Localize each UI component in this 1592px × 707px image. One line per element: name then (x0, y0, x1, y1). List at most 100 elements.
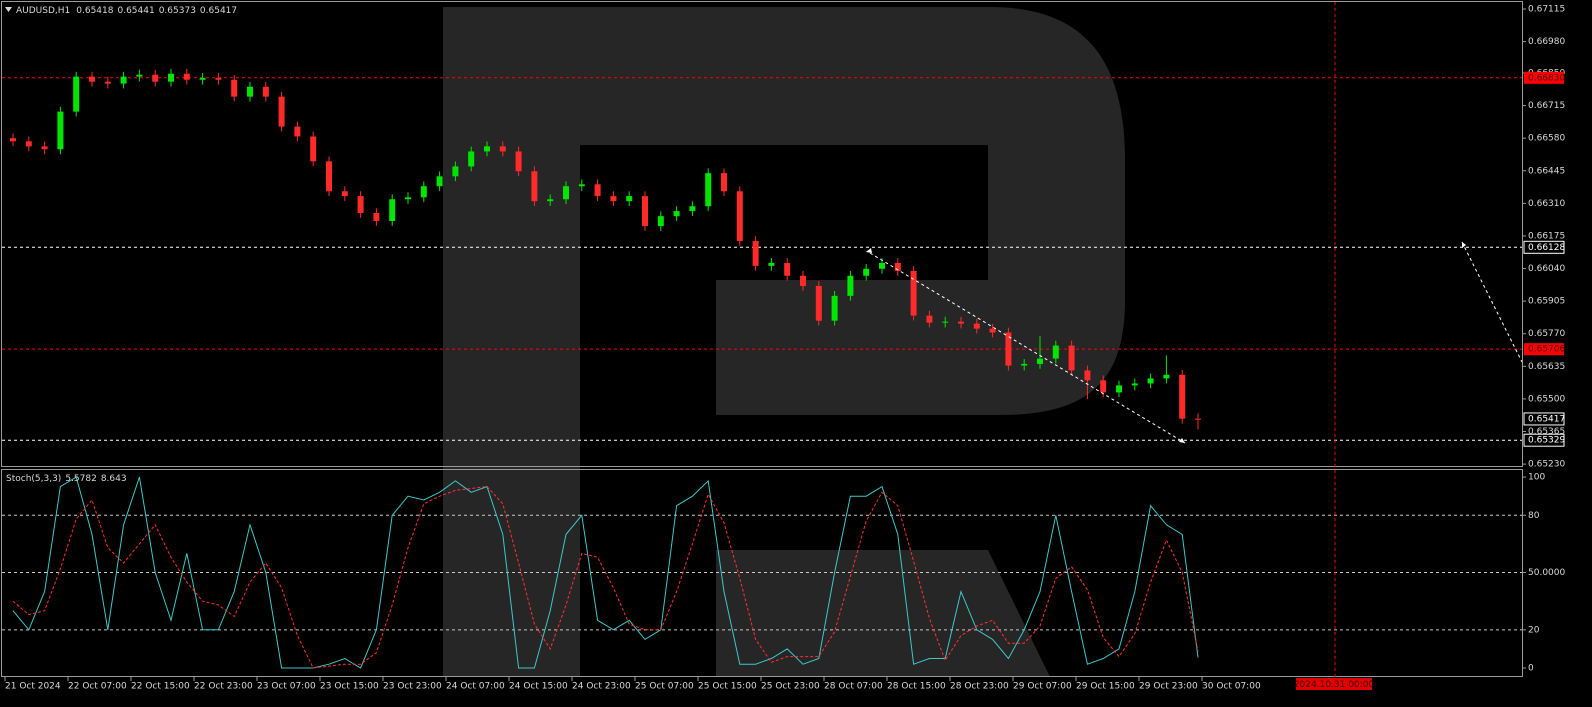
header-open: 0.65418 (76, 6, 113, 16)
candle-body (894, 262, 901, 271)
level-label-box (1523, 433, 1565, 447)
x-tick-label: 28 Oct 23:00 (950, 682, 1009, 692)
y-tick-label: 0.65365 (1528, 427, 1565, 437)
y-tick-label: 20 (1528, 625, 1540, 635)
header-close: 0.65417 (200, 6, 237, 16)
candle-body (705, 173, 712, 207)
y-tick-label: 0.66980 (1528, 37, 1565, 47)
candle-body (1163, 374, 1170, 379)
main-frame (1, 1, 1523, 467)
candle-body (484, 146, 490, 152)
y-tick-label: 0.65230 (1528, 460, 1565, 470)
y-tick-label: 0.66040 (1528, 264, 1565, 274)
candle-body (1084, 370, 1091, 381)
candle-body (531, 171, 538, 202)
y-tick-label: 0.66175 (1528, 231, 1565, 241)
x-tick-label: 28 Oct 15:00 (887, 682, 946, 692)
x-tick-label: 24 Oct 23:00 (572, 682, 631, 692)
header-low: 0.65373 (159, 6, 196, 16)
candle-body (152, 74, 159, 82)
candle-body (436, 176, 443, 187)
level-label-box (1524, 71, 1564, 84)
candle-body (310, 136, 317, 162)
watermark (443, 7, 1125, 677)
x-tick-label: 22 Oct 15:00 (131, 682, 190, 692)
candle-body (973, 323, 980, 329)
candle-body (499, 146, 506, 152)
y-tick-label: 0.65635 (1528, 362, 1565, 372)
candle-body (1068, 345, 1075, 371)
projection (869, 241, 1523, 444)
level-label-box (1524, 343, 1564, 356)
candle-body (357, 196, 364, 214)
candle-body (1100, 380, 1107, 393)
candle-body (547, 199, 554, 202)
x-tick-label: 28 Oct 07:00 (824, 682, 883, 692)
candle-body (689, 206, 696, 212)
header-high: 0.65441 (117, 6, 154, 16)
candle-body (104, 81, 111, 84)
candle-body (341, 191, 348, 197)
y-tick-label: 0.66310 (1528, 199, 1565, 209)
candle-body (942, 321, 949, 323)
candle-body (199, 77, 206, 80)
candle-body (136, 74, 143, 77)
candle-body (278, 96, 285, 127)
candle-body (73, 76, 80, 112)
candle-body (57, 111, 64, 150)
candle-body (1179, 374, 1186, 419)
level-label-box (1523, 240, 1565, 254)
cursor-label: 2024.10.31 00:00 (1294, 680, 1375, 690)
candle-body (262, 86, 269, 97)
grid (2, 77, 1522, 631)
y-tick-label: 80 (1528, 511, 1540, 521)
candle-body (1005, 332, 1012, 366)
candle-body (578, 184, 585, 187)
candle-body (89, 76, 95, 82)
candle-body (1037, 358, 1043, 364)
projection-line (1461, 241, 1523, 363)
candle-body (120, 76, 127, 84)
y-tick-label: 0 (1528, 664, 1534, 674)
candle-body (420, 186, 427, 198)
candle-body (768, 262, 775, 266)
x-tick-label: 29 Oct 15:00 (1076, 682, 1135, 692)
candle-body (168, 73, 174, 82)
stoch-header: Stoch(5,3,3) 5.5782 8.643 (6, 474, 127, 484)
x-tick-label: 30 Oct 07:00 (1202, 682, 1261, 692)
candle-body (910, 270, 917, 316)
header-triangle (5, 7, 12, 12)
candle-body (1147, 378, 1154, 384)
price-label-box (1523, 412, 1565, 426)
y-tick-label: 50.0000 (1528, 568, 1565, 578)
labels: 0.671150.669800.668500.667150.665800.664… (4, 5, 1565, 692)
x-tick-label: 25 Oct 15:00 (698, 682, 757, 692)
candle-body (1052, 345, 1059, 359)
candle-body (1021, 363, 1028, 366)
indicator-name: Stoch(5,3,3) (6, 474, 61, 484)
candle-body (373, 213, 380, 221)
candle-body (721, 173, 727, 192)
candle-body (1116, 385, 1122, 393)
candle-body (1131, 383, 1138, 386)
stoch-signal-value: 8.643 (101, 474, 127, 484)
candle-body (879, 262, 885, 269)
x-tick-label: 25 Oct 07:00 (635, 682, 694, 692)
cursor-label-box (1296, 678, 1372, 690)
price-label: 0.65417 (1528, 414, 1565, 424)
x-tick-label: 24 Oct 07:00 (446, 682, 505, 692)
y-tick-label: 0.65500 (1528, 394, 1565, 404)
y-tick-label: 0.66715 (1528, 101, 1565, 111)
candle-body (10, 138, 16, 142)
candle-body (752, 241, 759, 266)
candle-body (847, 275, 854, 296)
y-tick-label: 0.65905 (1528, 297, 1565, 307)
candle-body (594, 184, 601, 197)
candle-body (41, 146, 48, 150)
x-tick-label: 22 Oct 23:00 (194, 682, 253, 692)
candle-body (863, 268, 870, 276)
x-tick-label: 23 Oct 23:00 (383, 682, 442, 692)
y-tick-label: 0.65770 (1528, 329, 1565, 339)
candle-body (294, 126, 301, 137)
